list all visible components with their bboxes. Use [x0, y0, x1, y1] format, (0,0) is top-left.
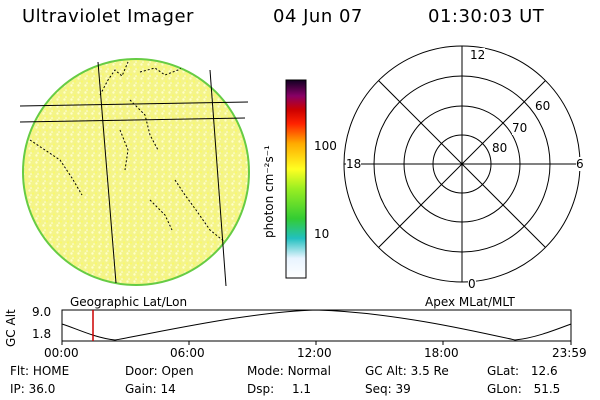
color-bar	[285, 79, 307, 279]
info-mode-label: Mode:	[247, 364, 284, 378]
mlat-label-60: 60	[535, 99, 551, 113]
mlat-label-70: 70	[512, 121, 528, 135]
altitude-tick-min: 1.8	[32, 327, 52, 341]
time-tick-0600: 06:00	[170, 346, 205, 360]
info-door-value: Open	[161, 364, 194, 378]
info-glat-value: 12.6	[530, 364, 558, 378]
info-door-label: Door:	[125, 364, 158, 378]
altitude-axis-label: GC Alt	[4, 309, 18, 347]
info-flt-value: HOME	[32, 364, 70, 378]
info-flt: Flt: HOME	[10, 364, 69, 378]
app-title: Ultraviolet Imager	[22, 6, 194, 27]
time-tick-1800: 18:00	[424, 346, 459, 360]
image-date: 04 Jun 07	[273, 6, 363, 27]
info-gain: Gain: 14	[125, 382, 176, 396]
info-dsp-label: Dsp:	[247, 382, 275, 396]
time-tick-1200: 12:00	[297, 346, 332, 360]
mlt-label-6: 6	[576, 157, 584, 171]
info-glon-label: GLon:	[487, 382, 522, 396]
info-gc-alt-value: 3.5 Re	[410, 364, 449, 378]
info-ip-value: 36.0	[28, 382, 56, 396]
info-glat-label: GLat:	[487, 364, 520, 378]
info-seq-label: Seq:	[365, 382, 392, 396]
altitude-curve	[61, 309, 572, 341]
colorbar-tick-100: 100	[314, 139, 337, 153]
earth-disk	[22, 58, 250, 286]
apex-label: Apex MLat/MLT	[425, 295, 515, 309]
mlt-label-0: 0	[468, 277, 476, 291]
mlt-label-18: 18	[346, 157, 362, 171]
uv-earth-image	[19, 58, 250, 287]
info-gc-alt-label: GC Alt:	[365, 364, 407, 378]
mlt-label-12: 12	[470, 48, 486, 62]
info-seq: Seq: 39	[365, 382, 411, 396]
color-scale	[285, 79, 307, 279]
colorbar-unit-label: photon cm⁻²s⁻¹	[262, 145, 276, 238]
longitude-line	[209, 69, 227, 287]
latitude-line	[19, 101, 249, 107]
latitude-line	[19, 117, 246, 123]
info-dsp-value: 1.1	[291, 382, 312, 396]
polar-plot	[343, 45, 581, 283]
info-door: Door: Open	[125, 364, 194, 378]
image-time: 01:30:03 UT	[428, 6, 545, 27]
info-gain-value: 14	[160, 382, 176, 396]
info-seq-value: 39	[395, 382, 411, 396]
info-flt-label: Flt:	[10, 364, 29, 378]
info-glon: GLon: 51.5	[487, 382, 560, 396]
info-ip: IP: 36.0	[10, 382, 55, 396]
info-glon-value: 51.5	[533, 382, 561, 396]
geographic-label: Geographic Lat/Lon	[70, 295, 188, 309]
time-tick-0000: 00:00	[44, 346, 79, 360]
info-mode-value: Normal	[287, 364, 331, 378]
altitude-plot	[61, 309, 572, 345]
info-glat: GLat: 12.6	[487, 364, 558, 378]
info-gain-label: Gain:	[125, 382, 157, 396]
altitude-tick-max: 9.0	[32, 305, 52, 319]
altitude-plot-frame	[61, 309, 572, 342]
mlat-label-80: 80	[492, 141, 508, 155]
info-mode: Mode: Normal	[247, 364, 331, 378]
colorbar-tick-10: 10	[314, 227, 330, 241]
time-tick-2359: 23:59	[552, 346, 587, 360]
longitude-line	[97, 61, 117, 284]
info-dsp: Dsp: 1.1	[247, 382, 311, 396]
polar-diagonal	[378, 80, 546, 248]
info-ip-label: IP:	[10, 382, 25, 396]
info-gc-alt: GC Alt: 3.5 Re	[365, 364, 449, 378]
